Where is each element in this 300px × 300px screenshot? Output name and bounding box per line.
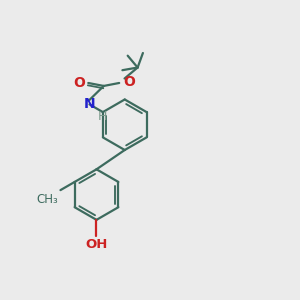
- Text: H: H: [98, 110, 107, 123]
- Text: OH: OH: [85, 238, 108, 251]
- Text: CH₃: CH₃: [36, 193, 58, 206]
- Text: O: O: [123, 75, 135, 89]
- Text: N: N: [84, 98, 95, 111]
- Text: O: O: [73, 76, 85, 90]
